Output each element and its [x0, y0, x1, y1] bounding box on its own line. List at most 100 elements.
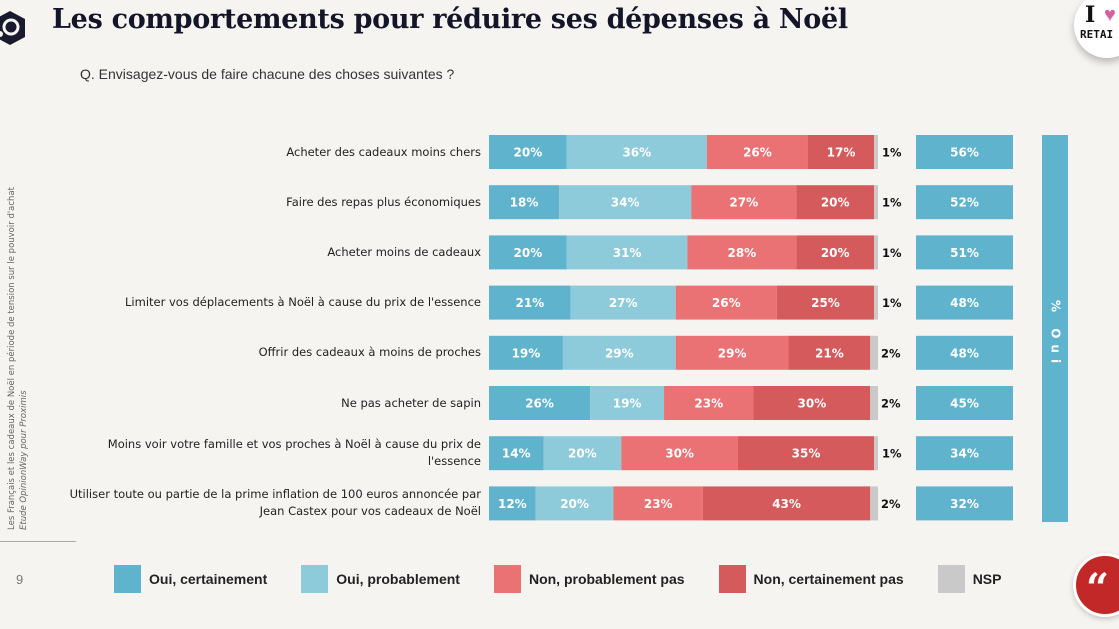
bar-segment-nsp — [874, 185, 878, 220]
bar-value-label: 20% — [821, 196, 850, 210]
nsp-value-label: 2% — [881, 397, 901, 411]
total-oui-value: 32% — [950, 497, 979, 511]
total-oui-box — [916, 135, 1013, 169]
quote-button[interactable]: “ — [1073, 553, 1119, 617]
legend-item-non-probablement-pas: Non, probablement pas — [493, 565, 685, 593]
nsp-value-label: 1% — [882, 296, 902, 310]
category-label: Moins voir votre famille et vos proches … — [107, 437, 481, 469]
bar-value-label: 30% — [798, 397, 827, 411]
bar-segment-oui-certainement — [489, 436, 544, 471]
bar-segment-non-probablement-pas — [687, 235, 797, 270]
bar-value-label: 19% — [613, 397, 642, 411]
bar-segment-non-probablement-pas — [675, 285, 777, 320]
bar-value-label: 26% — [525, 397, 554, 411]
bar-segment-non-certainement-pas — [796, 185, 875, 220]
nsp-value-label: 1% — [882, 146, 902, 160]
survey-question: Q. Envisagez-vous de faire chacune des c… — [80, 66, 455, 82]
bar-segment-oui-probablement — [566, 135, 707, 169]
bar-segment-oui-certainement — [489, 386, 591, 420]
category-label: Utiliser toute ou partie de la prime inf… — [69, 487, 481, 519]
legend-item-nsp: NSP — [937, 565, 1002, 593]
bar-segment-nsp — [870, 335, 878, 370]
bar-segment-oui-certainement — [489, 486, 536, 521]
total-oui-value: 56% — [950, 146, 979, 160]
bar-segment-oui-probablement — [559, 185, 692, 220]
bar-segment-non-certainement-pas — [737, 436, 875, 471]
bar-value-label: 19% — [512, 346, 541, 360]
badge-text: RETAI — [1080, 28, 1114, 41]
bar-segment-oui-probablement — [535, 486, 614, 521]
bar-value-label: 27% — [729, 196, 758, 210]
total-oui-box — [916, 335, 1013, 370]
bar-value-label: 34% — [611, 196, 640, 210]
bar-segment-oui-certainement — [489, 185, 560, 220]
bar-segment-non-certainement-pas — [702, 486, 871, 521]
brand-logo-icon — [0, 11, 25, 45]
bar-value-label: 18% — [510, 196, 539, 210]
quote-icon: “ — [1086, 565, 1110, 612]
legend-swatch — [493, 565, 521, 593]
bar-value-label: 31% — [613, 246, 642, 260]
bar-segment-oui-probablement — [570, 285, 676, 320]
bar-segment-non-certainement-pas — [753, 386, 871, 420]
nsp-value-label: 1% — [882, 246, 902, 260]
total-oui-value: 34% — [950, 447, 979, 461]
bar-segment-oui-probablement — [590, 386, 665, 420]
bar-segment-nsp — [874, 436, 878, 471]
bar-segment-nsp — [874, 285, 878, 320]
bar-value-label: 20% — [821, 246, 850, 260]
bar-segment-non-certainement-pas — [776, 285, 875, 320]
total-oui-box — [916, 436, 1013, 471]
bar-value-label: 36% — [622, 146, 651, 160]
total-oui-value: 48% — [950, 296, 979, 310]
bar-segment-non-probablement-pas — [706, 135, 808, 169]
chart-legend: Oui, certainement Oui, probablement Non,… — [114, 565, 1035, 593]
total-oui-value: 48% — [950, 346, 979, 360]
bar-segment-oui-probablement — [562, 335, 676, 370]
legend-swatch — [718, 565, 746, 593]
total-oui-value: 52% — [950, 196, 979, 210]
bar-segment-oui-certainement — [489, 135, 567, 169]
bar-value-label: 29% — [605, 346, 634, 360]
bar-value-label: 20% — [568, 447, 597, 461]
nsp-value-label: 1% — [882, 196, 902, 210]
total-oui-box — [916, 285, 1013, 320]
bar-segment-non-probablement-pas — [613, 486, 703, 521]
heart-icon: ♥ — [1104, 4, 1116, 26]
nsp-value-label: 2% — [881, 497, 901, 511]
legend-label: NSP — [972, 571, 1002, 587]
total-oui-box — [916, 386, 1013, 420]
legend-swatch — [937, 565, 965, 593]
category-label: Acheter des cadeaux moins chers — [286, 144, 481, 159]
bar-value-label: 21% — [515, 296, 544, 310]
bar-value-label: 28% — [727, 246, 756, 260]
category-label: Limiter vos déplacements à Noël à cause … — [125, 295, 481, 310]
category-label: Acheter moins de cadeaux — [327, 244, 481, 259]
bar-segment-nsp — [870, 486, 878, 521]
nsp-value-label: 2% — [881, 346, 901, 360]
bar-segment-oui-probablement — [543, 436, 622, 471]
bar-value-label: 30% — [665, 447, 694, 461]
bar-segment-non-probablement-pas — [664, 386, 754, 420]
bar-value-label: 23% — [644, 497, 673, 511]
legend-swatch — [301, 565, 329, 593]
bar-value-label: 20% — [560, 497, 589, 511]
legend-label: Non, probablement pas — [528, 571, 685, 587]
legend-item-oui-certainement: Oui, certainement — [114, 565, 267, 593]
bar-segment-non-probablement-pas — [691, 185, 797, 220]
bar-value-label: 14% — [502, 447, 531, 461]
total-oui-value: 45% — [950, 397, 979, 411]
bar-segment-oui-certainement — [489, 335, 563, 370]
bar-value-label: 27% — [609, 296, 638, 310]
total-oui-header-bar — [1042, 135, 1068, 522]
bar-value-label: 26% — [712, 296, 741, 310]
bar-value-label: 43% — [772, 497, 801, 511]
total-oui-box — [916, 235, 1013, 270]
bar-value-label: 23% — [694, 397, 723, 411]
category-label: Offrir des cadeaux à moins de proches — [258, 345, 481, 360]
legend-label: Oui, probablement — [336, 571, 460, 587]
legend-label: Non, certainement pas — [753, 571, 904, 587]
bar-value-label: 35% — [792, 447, 821, 461]
bar-value-label: 12% — [498, 497, 527, 511]
